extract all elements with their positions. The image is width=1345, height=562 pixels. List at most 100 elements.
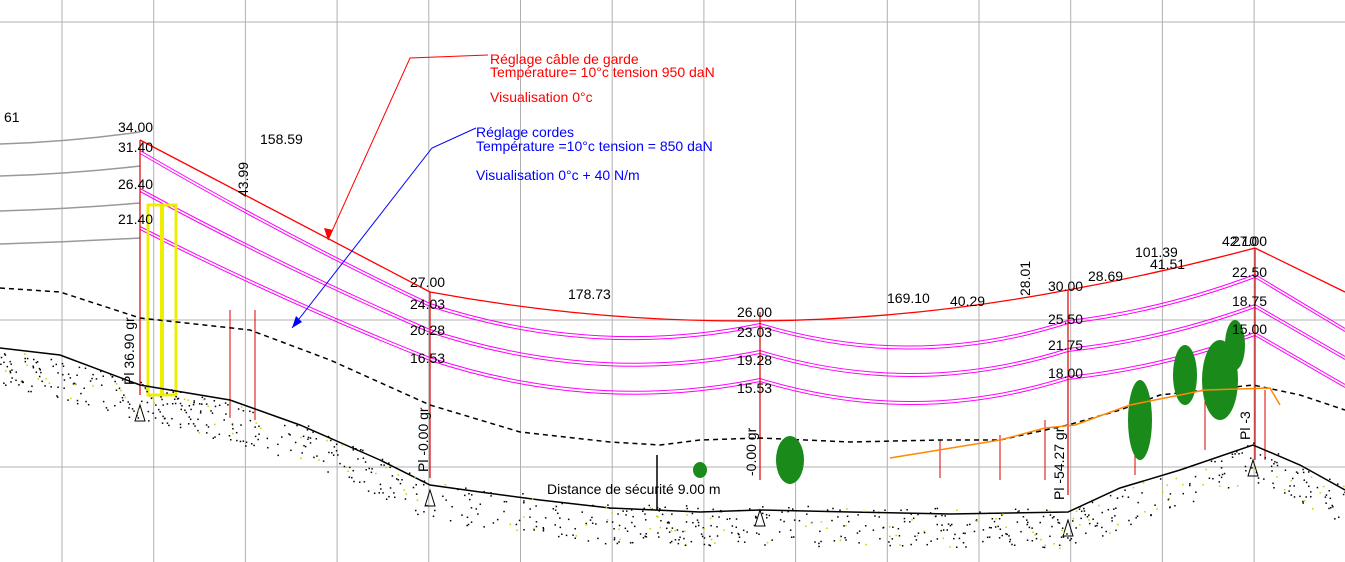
point-cloud bbox=[962, 542, 965, 544]
point-cloud bbox=[1325, 494, 1328, 496]
point-cloud bbox=[18, 384, 20, 386]
point-cloud bbox=[695, 525, 697, 528]
point-cloud bbox=[35, 361, 38, 364]
point-cloud bbox=[236, 439, 238, 442]
point-cloud bbox=[709, 544, 712, 547]
point-cloud bbox=[947, 523, 950, 525]
point-cloud bbox=[328, 451, 330, 454]
point-cloud bbox=[1150, 514, 1152, 516]
point-cloud bbox=[490, 495, 492, 497]
incoming-wire bbox=[0, 131, 141, 145]
point-cloud bbox=[683, 510, 685, 512]
point-cloud bbox=[914, 535, 916, 538]
point-cloud bbox=[1218, 474, 1221, 477]
label: 20.28 bbox=[410, 322, 445, 338]
point-cloud bbox=[934, 507, 937, 510]
point-cloud bbox=[381, 458, 384, 461]
point-cloud bbox=[95, 378, 98, 380]
point-cloud bbox=[624, 527, 627, 530]
point-cloud bbox=[619, 538, 621, 541]
point-cloud bbox=[755, 532, 758, 534]
point-cloud bbox=[1208, 477, 1211, 480]
point-cloud bbox=[900, 509, 902, 512]
point-cloud bbox=[337, 454, 339, 456]
label: Température =10°c tension = 850 daN bbox=[476, 138, 713, 154]
point-cloud bbox=[1051, 517, 1054, 519]
point-cloud bbox=[807, 505, 809, 508]
point-cloud bbox=[1288, 490, 1290, 492]
point-cloud bbox=[737, 532, 739, 535]
point-cloud bbox=[479, 503, 482, 505]
point-cloud bbox=[149, 395, 151, 397]
point-cloud bbox=[888, 526, 891, 528]
point-cloud bbox=[451, 505, 453, 508]
point-cloud bbox=[1175, 477, 1178, 480]
point-cloud bbox=[710, 524, 712, 527]
label: -0.00 gr bbox=[743, 427, 759, 476]
point-cloud bbox=[1283, 489, 1286, 491]
point-cloud bbox=[1091, 501, 1094, 504]
point-cloud bbox=[986, 536, 989, 539]
point-cloud bbox=[401, 478, 403, 481]
point-cloud bbox=[743, 541, 746, 543]
point-cloud bbox=[1053, 543, 1055, 545]
point-cloud bbox=[249, 419, 252, 422]
point-cloud bbox=[684, 530, 686, 533]
guard-cable bbox=[429, 289, 1069, 322]
point-cloud bbox=[718, 516, 720, 518]
geometry bbox=[0, 54, 1345, 550]
point-cloud bbox=[999, 528, 1002, 530]
point-cloud bbox=[941, 514, 943, 517]
point-cloud bbox=[648, 504, 651, 507]
point-cloud bbox=[1271, 470, 1273, 472]
point-cloud bbox=[161, 398, 163, 401]
point-cloud bbox=[1078, 508, 1081, 510]
point-cloud bbox=[1221, 473, 1224, 476]
point-cloud bbox=[728, 517, 731, 520]
point-cloud bbox=[758, 533, 760, 536]
point-cloud bbox=[1332, 506, 1334, 508]
point-cloud bbox=[805, 525, 807, 527]
point-cloud bbox=[339, 462, 341, 465]
point-cloud bbox=[364, 461, 367, 463]
point-cloud bbox=[1088, 519, 1090, 521]
point-cloud bbox=[903, 517, 906, 520]
point-cloud bbox=[953, 537, 955, 540]
point-cloud bbox=[607, 504, 609, 506]
point-cloud bbox=[102, 400, 105, 403]
point-cloud bbox=[166, 392, 168, 394]
point-cloud bbox=[162, 404, 164, 406]
label: 178.73 bbox=[568, 286, 611, 302]
point-cloud bbox=[1026, 519, 1028, 521]
point-cloud bbox=[223, 419, 225, 421]
point-cloud bbox=[181, 405, 183, 407]
point-cloud bbox=[1289, 485, 1291, 487]
point-cloud bbox=[24, 357, 26, 360]
point-cloud bbox=[765, 513, 768, 516]
point-cloud bbox=[470, 521, 473, 523]
point-cloud bbox=[3, 382, 5, 384]
point-cloud bbox=[658, 536, 660, 538]
point-cloud bbox=[810, 522, 813, 524]
point-cloud bbox=[357, 458, 359, 460]
point-cloud bbox=[988, 512, 991, 514]
point-cloud bbox=[303, 444, 305, 447]
point-cloud bbox=[227, 404, 229, 406]
point-cloud bbox=[294, 441, 297, 444]
point-cloud bbox=[318, 459, 320, 461]
point-cloud bbox=[258, 433, 260, 435]
point-cloud bbox=[1128, 519, 1130, 522]
point-cloud bbox=[168, 424, 170, 427]
point-cloud bbox=[197, 429, 199, 432]
conductor bbox=[139, 150, 431, 304]
point-cloud bbox=[176, 398, 179, 400]
point-cloud bbox=[470, 494, 473, 496]
point-cloud bbox=[414, 509, 417, 512]
point-cloud bbox=[313, 456, 315, 459]
point-cloud bbox=[788, 506, 790, 509]
point-cloud bbox=[1302, 468, 1304, 471]
pole-marker bbox=[134, 403, 146, 422]
point-cloud bbox=[965, 546, 967, 548]
point-cloud bbox=[1094, 525, 1097, 527]
point-cloud bbox=[848, 520, 850, 523]
